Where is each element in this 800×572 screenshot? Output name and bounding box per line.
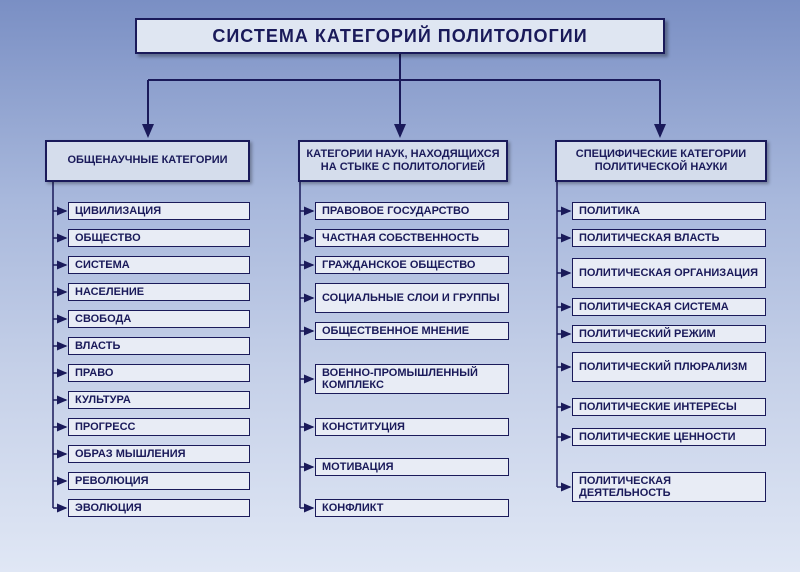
category-item: ПОЛИТИЧЕСКАЯ ДЕЯТЕЛЬНОСТЬ	[572, 472, 766, 502]
category-item: ВОЕННО-ПРОМЫШЛЕННЫЙ КОМПЛЕКС	[315, 364, 509, 394]
category-item: ОБЩЕСТВЕННОЕ МНЕНИЕ	[315, 322, 509, 340]
category-item: ПРОГРЕСС	[68, 418, 250, 436]
column-header: КАТЕГОРИИ НАУК, НАХОДЯЩИХСЯ НА СТЫКЕ С П…	[298, 140, 508, 182]
column-header: ОБЩЕНАУЧНЫЕ КАТЕГОРИИ	[45, 140, 250, 182]
category-item: ПОЛИТИКА	[572, 202, 766, 220]
category-item: ОБЩЕСТВО	[68, 229, 250, 247]
category-item: ПОЛИТИЧЕСКИЙ РЕЖИМ	[572, 325, 766, 343]
category-item: РЕВОЛЮЦИЯ	[68, 472, 250, 490]
category-item: ПОЛИТИЧЕСКИЙ ПЛЮРАЛИЗМ	[572, 352, 766, 382]
category-item: ЦИВИЛИЗАЦИЯ	[68, 202, 250, 220]
category-item: ПОЛИТИЧЕСКИЕ ИНТЕРЕСЫ	[572, 398, 766, 416]
category-item: ПОЛИТИЧЕСКАЯ СИСТЕМА	[572, 298, 766, 316]
category-item: КОНФЛИКТ	[315, 499, 509, 517]
category-item: ПРАВОВОЕ ГОСУДАРСТВО	[315, 202, 509, 220]
category-item: ВЛАСТЬ	[68, 337, 250, 355]
category-item: ПОЛИТИЧЕСКАЯ ОРГАНИЗАЦИЯ	[572, 258, 766, 288]
category-item: ПОЛИТИЧЕСКИЕ ЦЕННОСТИ	[572, 428, 766, 446]
category-item: ГРАЖДАНСКОЕ ОБЩЕСТВО	[315, 256, 509, 274]
category-item: ОБРАЗ МЫШЛЕНИЯ	[68, 445, 250, 463]
diagram-title: СИСТЕМА КАТЕГОРИЙ ПОЛИТОЛОГИИ	[135, 18, 665, 54]
category-item: СОЦИАЛЬНЫЕ СЛОИ И ГРУППЫ	[315, 283, 509, 313]
category-item: ЭВОЛЮЦИЯ	[68, 499, 250, 517]
category-item: ПРАВО	[68, 364, 250, 382]
category-item: КОНСТИТУЦИЯ	[315, 418, 509, 436]
category-item: СВОБОДА	[68, 310, 250, 328]
category-item: ЧАСТНАЯ СОБСТВЕННОСТЬ	[315, 229, 509, 247]
category-item: МОТИВАЦИЯ	[315, 458, 509, 476]
category-item: СИСТЕМА	[68, 256, 250, 274]
category-item: ПОЛИТИЧЕСКАЯ ВЛАСТЬ	[572, 229, 766, 247]
category-item: КУЛЬТУРА	[68, 391, 250, 409]
column-header: СПЕЦИФИЧЕСКИЕ КАТЕГОРИИ ПОЛИТИЧЕСКОЙ НАУ…	[555, 140, 767, 182]
category-item: НАСЕЛЕНИЕ	[68, 283, 250, 301]
